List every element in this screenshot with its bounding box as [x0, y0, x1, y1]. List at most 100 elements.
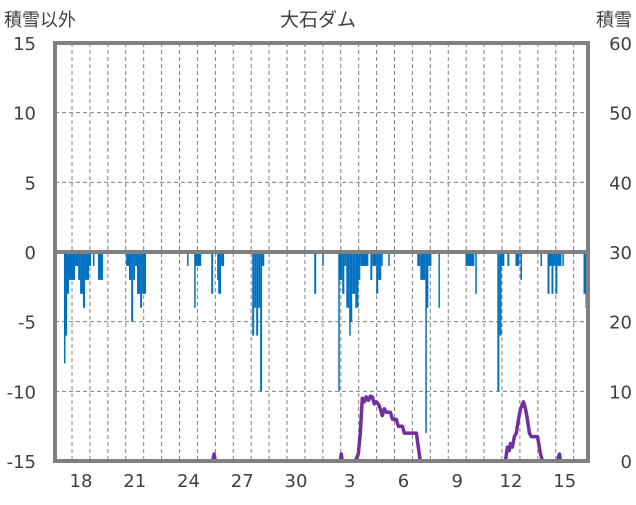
- bar: [420, 252, 426, 280]
- bar: [372, 252, 377, 266]
- left-tick-label: 10: [13, 104, 36, 125]
- bar: [68, 252, 76, 280]
- x-tick-label: 21: [123, 471, 146, 492]
- x-tick-label: 18: [70, 471, 93, 492]
- bar: [551, 252, 554, 294]
- line-series: [55, 394, 588, 463]
- bar: [376, 252, 379, 294]
- bar: [499, 252, 502, 336]
- bar: [549, 252, 552, 266]
- x-tick-label: 9: [451, 471, 462, 492]
- bar: [63, 252, 66, 364]
- bar: [75, 252, 79, 266]
- bar: [187, 252, 189, 266]
- bar: [583, 252, 586, 294]
- bar: [256, 252, 259, 336]
- bar: [350, 252, 353, 322]
- bar: [97, 252, 104, 280]
- bar: [194, 252, 196, 308]
- x-tick-label: 15: [553, 471, 576, 492]
- bar: [425, 252, 427, 434]
- right-tick-label: 10: [609, 382, 632, 403]
- bar: [358, 252, 361, 280]
- bar: [388, 252, 390, 266]
- x-tick-label: 27: [231, 471, 254, 492]
- left-tick-label: 5: [25, 173, 36, 194]
- bar: [555, 252, 558, 294]
- bar: [254, 252, 257, 308]
- bar: [252, 252, 255, 336]
- bar: [339, 252, 343, 280]
- bar: [562, 252, 564, 266]
- bar: [211, 252, 214, 294]
- bar: [126, 252, 129, 266]
- bar: [338, 252, 340, 392]
- bar: [378, 252, 382, 280]
- left-tick-label: -15: [7, 452, 36, 473]
- right-tick-label: 40: [609, 173, 632, 194]
- bar: [475, 252, 477, 294]
- bar: [547, 252, 550, 294]
- bar: [355, 252, 359, 308]
- bar: [221, 252, 225, 266]
- bar: [195, 252, 202, 266]
- bar: [85, 252, 90, 280]
- bar: [553, 252, 556, 266]
- bar: [80, 252, 83, 294]
- snow-depth-line: [55, 394, 588, 463]
- bar: [133, 252, 136, 280]
- left-axis-label: 積雪以外: [4, 10, 76, 31]
- bar: [346, 252, 350, 308]
- bar: [314, 252, 317, 294]
- bar: [540, 252, 543, 266]
- left-tick-label: -5: [18, 313, 36, 334]
- x-tick-label: 3: [344, 471, 355, 492]
- bar: [465, 252, 475, 266]
- bar: [140, 252, 143, 308]
- bar: [352, 252, 356, 294]
- bar: [342, 252, 345, 294]
- chart-title: 大石ダム: [280, 9, 356, 31]
- bar-series: [63, 252, 589, 434]
- left-tick-label: -10: [7, 382, 36, 403]
- bar: [65, 252, 68, 336]
- bar: [360, 252, 369, 266]
- bar: [426, 252, 429, 308]
- right-tick-label: 50: [609, 104, 632, 125]
- bar: [370, 252, 373, 280]
- bar: [262, 252, 265, 266]
- bar: [258, 252, 261, 308]
- bar: [142, 252, 147, 294]
- bar: [67, 252, 69, 294]
- bar: [428, 252, 432, 266]
- bar: [78, 252, 81, 280]
- x-tick-label: 12: [500, 471, 523, 492]
- right-tick-label: 30: [609, 243, 632, 264]
- bar: [417, 252, 421, 266]
- bar: [344, 252, 347, 266]
- bar: [135, 252, 138, 266]
- bar: [218, 252, 222, 294]
- bar: [131, 252, 134, 322]
- bar: [128, 252, 132, 280]
- bar: [82, 252, 86, 308]
- right-tick-label: 0: [621, 452, 632, 473]
- bar: [557, 252, 562, 266]
- bar: [217, 252, 219, 280]
- bar: [515, 252, 520, 266]
- right-tick-label: 20: [609, 313, 632, 334]
- bar: [260, 252, 263, 392]
- bar: [501, 252, 505, 266]
- bar: [507, 252, 510, 266]
- right-axis-label: 積雪: [596, 10, 632, 31]
- bar: [438, 252, 440, 308]
- x-tick-label: 30: [285, 471, 308, 492]
- left-tick-label: 15: [13, 34, 36, 55]
- x-tick-label: 6: [398, 471, 409, 492]
- bar: [349, 252, 351, 336]
- bar: [89, 252, 92, 266]
- bar: [137, 252, 141, 294]
- bar: [92, 252, 95, 266]
- bar: [322, 252, 324, 266]
